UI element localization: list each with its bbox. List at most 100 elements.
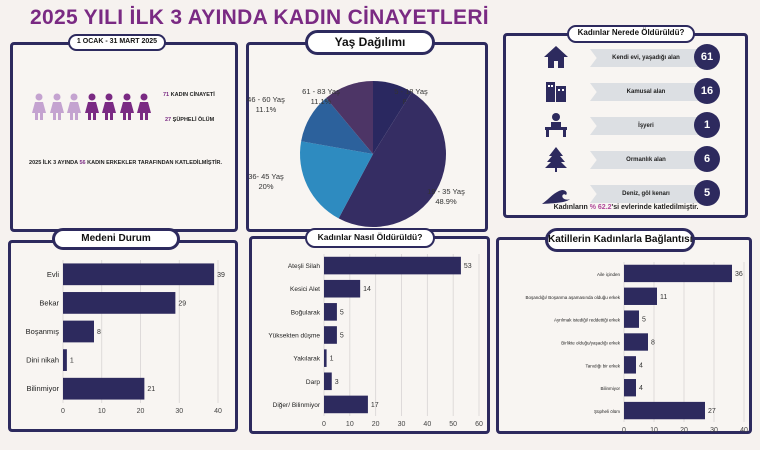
bar-value-label: 1 bbox=[70, 358, 74, 365]
pie-label-percent: 20% bbox=[258, 182, 273, 191]
murders-label: KADIN CİNAYETİ bbox=[170, 92, 215, 98]
page-title: 2025 YILI İLK 3 AYINDA KADIN CİNAYETLERİ bbox=[30, 6, 489, 29]
bar bbox=[324, 303, 337, 321]
bar bbox=[324, 395, 368, 414]
bar bbox=[624, 379, 636, 397]
bar bbox=[624, 310, 639, 328]
x-tick-label: 10 bbox=[346, 421, 354, 428]
location-label: İşyeri bbox=[590, 117, 702, 135]
category-label: Diğer/ Bilinmiyor bbox=[273, 402, 321, 409]
locations-panel: Kendi evi, yaşadığı alan 61 Kamusal alan… bbox=[503, 33, 748, 218]
wave-icon bbox=[542, 180, 570, 206]
marital-bar-chart: 0 10 20 30 40 Evli 39 Bekar 29 Boşanmış 8 Dini nika… bbox=[26, 260, 225, 415]
location-row: Kamusal alan 16 bbox=[506, 78, 746, 108]
x-tick-label: 30 bbox=[175, 408, 183, 415]
location-label: Kendi evi, yaşadığı alan bbox=[590, 49, 702, 67]
footer-pre: Kadınların bbox=[553, 204, 588, 211]
bar bbox=[63, 292, 176, 314]
murders-count: 71 bbox=[163, 92, 170, 98]
pie-label-percent: 11.1% bbox=[311, 97, 332, 106]
period-header: 1 OCAK - 31 MART 2025 bbox=[68, 34, 166, 51]
bar-value-label: 8 bbox=[651, 340, 655, 347]
suspicious-count: 27 bbox=[165, 117, 172, 123]
house-icon bbox=[542, 44, 570, 70]
bar-value-label: 27 bbox=[708, 408, 716, 415]
bar bbox=[624, 287, 657, 305]
category-label: Ateşli Silah bbox=[288, 263, 321, 270]
pie-slice bbox=[373, 81, 412, 154]
location-row: İşyeri 1 bbox=[506, 112, 746, 142]
bar bbox=[624, 264, 732, 283]
category-label: Boğularak bbox=[291, 309, 321, 316]
pie-label-category: 46 - 60 Yaş bbox=[247, 95, 285, 104]
pie-slice bbox=[301, 98, 373, 154]
bar-value-label: 11 bbox=[660, 294, 667, 301]
category-label: Birlikte olduğu/yaşadığı erkek bbox=[561, 341, 621, 346]
bar-value-label: 14 bbox=[363, 286, 371, 293]
murders-stat: 71 KADIN CİNAYETİ bbox=[163, 92, 215, 98]
bar-value-label: 5 bbox=[340, 333, 344, 340]
bar-value-label: 39 bbox=[217, 272, 225, 279]
age-header: Yaş Dağılımı bbox=[305, 30, 435, 55]
sentence-num: 56 bbox=[79, 160, 86, 166]
bar-value-label: 36 bbox=[735, 271, 743, 278]
woman-figure-icon bbox=[49, 93, 65, 121]
location-count: 1 bbox=[694, 112, 720, 138]
category-label: Evli bbox=[47, 270, 59, 279]
x-tick-label: 0 bbox=[322, 421, 326, 428]
location-label: Ormanlık alan bbox=[590, 151, 702, 169]
category-label: Boşandığı/ Boşanma aşamasında olduğu erk… bbox=[525, 295, 620, 300]
locations-footer: Kadınların % 62.2'si evlerinde katledilm… bbox=[506, 204, 746, 211]
bar-value-label: 1 bbox=[330, 356, 334, 363]
method-header: Kadınlar Nasıl Öldürüldü? bbox=[305, 228, 435, 248]
footer-post: 'si evlerinde katledilmiştir. bbox=[611, 204, 699, 211]
location-row: Kendi evi, yaşadığı alan 61 bbox=[506, 44, 746, 74]
bar bbox=[63, 320, 94, 343]
suspicious-stat: 27 ŞÜPHELİ ÖLÜM bbox=[165, 117, 214, 123]
summary-panel: 71 KADIN CİNAYETİ 27 ŞÜPHELİ ÖLÜM 2025 İ… bbox=[10, 42, 238, 232]
x-tick-label: 50 bbox=[449, 421, 457, 428]
bar-value-label: 4 bbox=[639, 385, 643, 392]
pie-label-category: 36- 45 Yaş bbox=[248, 172, 284, 181]
location-label: Kamusal alan bbox=[590, 83, 702, 101]
location-count: 61 bbox=[694, 44, 720, 70]
location-row: Ormanlık alan 6 bbox=[506, 146, 746, 176]
pie-label-percent: 11.1% bbox=[256, 105, 277, 114]
category-label: Yakılarak bbox=[293, 356, 320, 363]
bar bbox=[624, 356, 636, 374]
pie-label-category: 19 - 35 Yaş bbox=[427, 187, 465, 196]
pie-label-percent: 48.9% bbox=[435, 197, 457, 206]
category-label: Boşanmış bbox=[26, 327, 60, 336]
x-tick-label: 20 bbox=[137, 408, 145, 415]
category-label: Darp bbox=[306, 379, 320, 386]
x-tick-label: 20 bbox=[372, 421, 380, 428]
bar bbox=[324, 372, 332, 391]
pie-label-category: 61 - 83 Yaş bbox=[302, 87, 340, 96]
bar bbox=[324, 256, 461, 275]
sentence-post: KADIN ERKEKLER TARAFINDAN KATLEDİLMİŞTİR… bbox=[87, 160, 222, 166]
pie-slice bbox=[300, 141, 373, 219]
x-tick-label: 40 bbox=[423, 421, 431, 428]
bar bbox=[324, 326, 337, 344]
x-tick-label: 20 bbox=[680, 427, 688, 434]
x-tick-label: 10 bbox=[98, 408, 106, 415]
bar bbox=[63, 377, 145, 400]
location-count: 6 bbox=[694, 146, 720, 172]
pie-slice bbox=[338, 92, 446, 227]
x-tick-label: 30 bbox=[710, 427, 718, 434]
location-label: Deniz, göl kenarı bbox=[590, 185, 702, 203]
buildings-icon bbox=[542, 78, 570, 104]
x-tick-label: 30 bbox=[398, 421, 406, 428]
bar-value-label: 3 bbox=[335, 379, 339, 386]
bar bbox=[324, 349, 327, 367]
bar bbox=[63, 263, 215, 286]
bar-value-label: 29 bbox=[178, 300, 186, 307]
category-label: Şüpheli ölüm bbox=[594, 409, 620, 414]
bar-value-label: 4 bbox=[639, 362, 643, 369]
woman-figure-icon bbox=[66, 93, 82, 121]
footer-percent: % 62.2 bbox=[589, 204, 612, 211]
woman-figure-icon bbox=[136, 93, 152, 121]
category-label: Aile içinden bbox=[597, 272, 621, 277]
suspicious-label: ŞÜPHELİ ÖLÜM bbox=[172, 117, 215, 123]
